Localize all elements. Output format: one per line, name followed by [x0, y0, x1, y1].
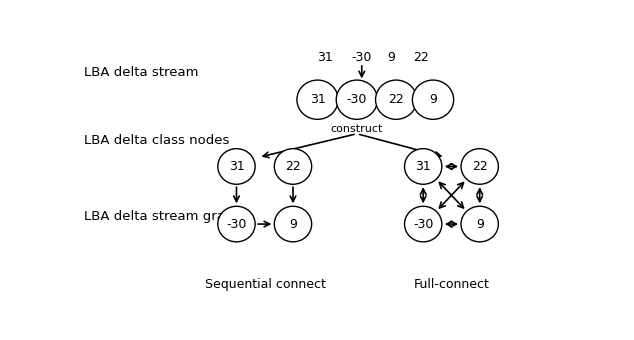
Ellipse shape — [336, 80, 377, 119]
Ellipse shape — [461, 149, 498, 184]
Text: -30: -30 — [352, 51, 372, 64]
Text: 9: 9 — [429, 93, 437, 106]
Text: -30: -30 — [413, 218, 434, 231]
Ellipse shape — [275, 149, 312, 184]
Text: 31: 31 — [229, 160, 244, 173]
Text: 31: 31 — [317, 51, 333, 64]
Text: 31: 31 — [309, 93, 325, 106]
Ellipse shape — [404, 206, 442, 242]
Text: 22: 22 — [472, 160, 488, 173]
Text: 9: 9 — [289, 218, 297, 231]
Ellipse shape — [275, 206, 312, 242]
Text: 31: 31 — [415, 160, 431, 173]
Text: 22: 22 — [413, 51, 429, 64]
Text: LBA delta stream graphs: LBA delta stream graphs — [84, 210, 249, 223]
Text: 9: 9 — [387, 51, 395, 64]
Text: Sequential connect: Sequential connect — [205, 278, 325, 291]
Ellipse shape — [218, 149, 255, 184]
Text: 22: 22 — [388, 93, 404, 106]
Ellipse shape — [404, 149, 442, 184]
Text: LBA delta stream: LBA delta stream — [84, 66, 198, 79]
Ellipse shape — [412, 80, 454, 119]
Ellipse shape — [297, 80, 338, 119]
Ellipse shape — [461, 206, 498, 242]
Text: 9: 9 — [476, 218, 484, 231]
Text: -30: -30 — [226, 218, 247, 231]
Text: -30: -30 — [347, 93, 367, 106]
Ellipse shape — [375, 80, 417, 119]
Text: construct: construct — [331, 123, 383, 134]
Text: 22: 22 — [285, 160, 301, 173]
Ellipse shape — [218, 206, 255, 242]
Text: LBA delta class nodes: LBA delta class nodes — [84, 134, 230, 147]
Text: Full-connect: Full-connect — [413, 278, 489, 291]
